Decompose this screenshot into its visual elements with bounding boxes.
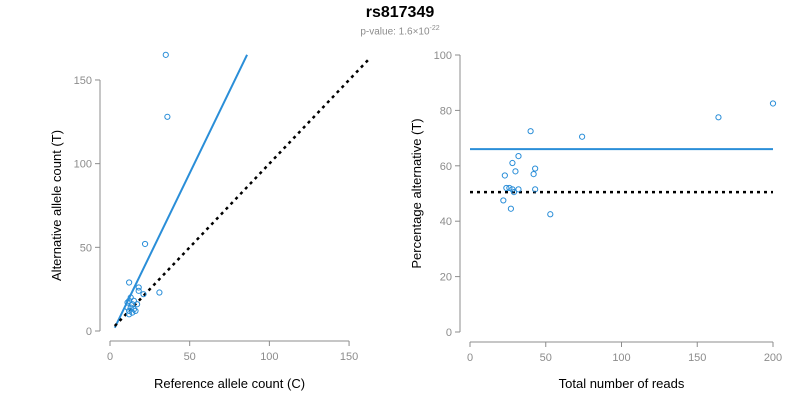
right-data-point: [510, 189, 518, 196]
right-data-point: [503, 184, 510, 192]
left-data-point: [135, 287, 142, 294]
left-data-point: [135, 284, 142, 291]
right-data-point: [512, 168, 519, 175]
pvalue-exponent: -22: [429, 25, 440, 32]
left-fit-line: [113, 54, 248, 329]
right-data-point: [515, 153, 522, 160]
right-x-tick-label: 100: [612, 352, 630, 364]
right-y-tick-label: 60: [440, 161, 452, 173]
right-data-point: [547, 211, 554, 218]
left-data-point: [132, 307, 139, 315]
pvalue-text: p-value: 1.6×10: [360, 26, 430, 38]
left-y-tick-label: 0: [86, 326, 92, 338]
left-y-tick-label: 150: [74, 75, 92, 87]
left-data-point: [130, 297, 138, 304]
left-data-point: [162, 51, 169, 58]
right-data-point: [715, 114, 722, 121]
left-data-point: [164, 113, 171, 120]
left-y-tick-label: 100: [74, 159, 92, 171]
left-y-axis-label: Alternative allele count (T): [49, 130, 64, 281]
right-y-tick-label: 40: [440, 216, 452, 228]
right-y-tick-label: 20: [440, 272, 452, 284]
right-y-tick-label: 100: [434, 50, 452, 62]
right-x-axis-label: Total number of reads: [559, 376, 685, 391]
left-data-point: [127, 294, 134, 301]
left-data-point: [140, 291, 147, 298]
left-data-point: [156, 289, 163, 296]
right-x-tick-label: 150: [688, 352, 706, 364]
right-data-point: [527, 128, 534, 135]
left-data-point: [133, 301, 141, 308]
left-data-point: [129, 309, 136, 316]
right-y-tick-label: 0: [446, 327, 452, 339]
right-y-axis-label: Percentage alternative (T): [409, 118, 424, 268]
right-y-tick-label: 80: [440, 105, 452, 117]
right-x-tick-label: 0: [467, 352, 473, 364]
left-reference-line: [113, 57, 371, 327]
right-data-point: [579, 133, 586, 140]
right-data-point: [769, 100, 777, 107]
left-data-point: [141, 240, 149, 248]
right-data-point: [515, 186, 522, 193]
right-data-point: [530, 171, 537, 178]
left-data-point: [126, 279, 133, 286]
chart-subtitle: p-value: 1.6×10-22: [0, 25, 800, 37]
left-x-tick-label: 150: [340, 351, 358, 363]
left-data-point: [124, 304, 131, 311]
right-data-point: [532, 165, 539, 172]
right-data-point: [507, 205, 515, 212]
left-x-tick-label: 0: [107, 351, 113, 363]
left-data-point: [126, 311, 133, 318]
left-data-point: [126, 307, 133, 315]
chart-title: rs817349: [365, 4, 435, 21]
right-data-point: [501, 172, 508, 179]
right-data-point: [500, 197, 507, 204]
left-x-axis-label: Reference allele count (C): [154, 376, 305, 391]
right-data-point: [509, 159, 516, 167]
right-data-point: [506, 184, 513, 192]
right-data-point: [532, 186, 539, 193]
right-x-tick-label: 200: [764, 352, 782, 364]
left-y-tick-label: 50: [80, 242, 92, 254]
right-x-tick-label: 50: [540, 352, 552, 364]
left-x-tick-label: 50: [184, 351, 196, 363]
left-x-tick-label: 100: [260, 351, 278, 363]
